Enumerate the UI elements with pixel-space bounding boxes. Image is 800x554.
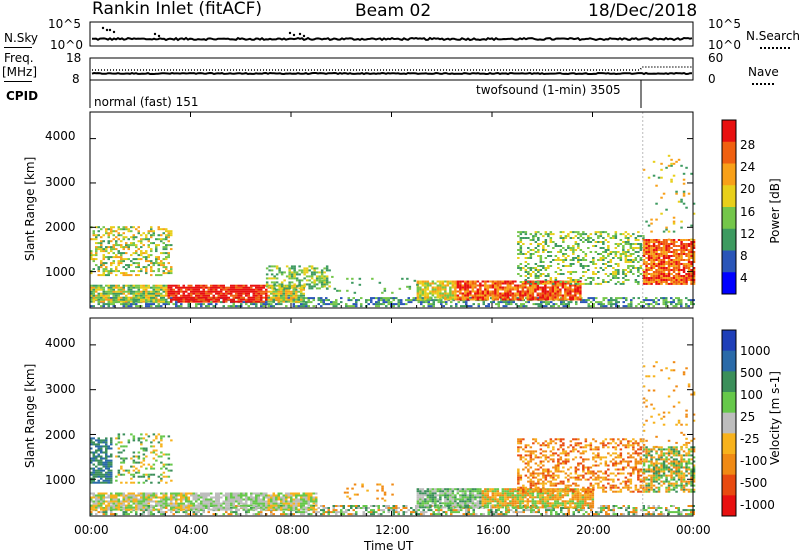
vel-cbar-tick-m500: -500: [740, 476, 768, 490]
velocity-colorbar-swatch: [722, 495, 736, 517]
nave-label: Nave: [748, 65, 779, 79]
date-label: 18/Dec/2018: [588, 1, 698, 21]
power-colorbar-swatch: [722, 120, 736, 143]
power-ytick-2000: 2000: [45, 220, 76, 234]
velocity-ytick-2000: 2000: [45, 428, 76, 442]
power-colorbar-swatch: [722, 250, 736, 273]
power-colorbar-swatch: [722, 272, 736, 295]
freq-label-2: [MHz]: [2, 65, 38, 79]
xtick-2: 08:00: [275, 523, 310, 537]
nave-tick-bottom: 0: [708, 72, 716, 86]
power-ytick-3000: 3000: [45, 175, 76, 189]
power-cbar-label: Power [dB]: [768, 178, 782, 244]
velocity-colorbar-swatch: [722, 474, 736, 496]
nave-dotted-key: [752, 83, 774, 85]
power-ytick-1000: 1000: [45, 265, 76, 279]
vel-cbar-label: Velocity [m s-1]: [768, 371, 782, 465]
velocity-ytick-1000: 1000: [45, 473, 76, 487]
cpid-mode-2: twofsound (1-min) 3505: [476, 83, 621, 97]
vel-cbar-tick-m100: -100: [740, 454, 768, 468]
nsky-tick-top: 10^5: [48, 17, 81, 31]
strip-lines: [91, 26, 693, 76]
power-colorbar: [721, 119, 737, 295]
nave-tick-top: 60: [708, 51, 724, 65]
power-cbar-tick-4: 4: [740, 271, 748, 285]
velocity-colorbar-swatch: [722, 454, 736, 476]
velocity-colorbar-swatch: [722, 371, 736, 393]
power-cbar-tick-12: 12: [740, 227, 756, 241]
power-heatmap: [90, 112, 696, 308]
nsky-tick-bottom: 10^0: [50, 38, 83, 52]
vel-cbar-tick-m25: -25: [740, 432, 760, 446]
freq-label-1: Freq.: [4, 51, 34, 65]
vel-cbar-tick-25: 25: [740, 410, 756, 424]
velocity-colorbar-swatch: [722, 433, 736, 455]
power-colorbar-swatch: [722, 185, 736, 208]
velocity-colorbar-swatch: [722, 330, 736, 352]
power-ylabel: Slant Range [km]: [23, 156, 37, 261]
xtick-3: 12:00: [375, 523, 410, 537]
xaxis-label: Time UT: [364, 539, 414, 553]
power-panel-frame: [89, 111, 694, 309]
vel-cbar-tick-500: 500: [740, 366, 763, 380]
beam-label: Beam 02: [355, 1, 432, 21]
power-ytick-4000: 4000: [45, 129, 76, 143]
power-cbar-tick-24: 24: [740, 160, 756, 174]
title: Rankin Inlet (fitACF): [92, 0, 263, 19]
power-colorbar-swatch: [722, 228, 736, 251]
cpid-mode-1: normal (fast) 151: [94, 95, 199, 109]
velocity-ylabel: Slant Range [km]: [23, 363, 37, 468]
nsky-strip-frame: [89, 21, 694, 47]
xtick-6: 00:00: [676, 523, 711, 537]
velocity-colorbar-swatch: [722, 350, 736, 372]
velocity-heatmap: [90, 318, 696, 516]
vel-cbar-tick-1000: 1000: [740, 344, 771, 358]
xtick-0: 00:00: [74, 523, 109, 537]
vel-cbar-tick-m1000: -1000: [740, 498, 775, 512]
nsky-label: N.Sky: [4, 31, 39, 45]
freq-underline: [4, 81, 32, 82]
nsearch-label: N.Search: [746, 29, 800, 43]
power-colorbar-swatch: [722, 207, 736, 230]
nsky-underline: [4, 47, 32, 48]
velocity-colorbar-swatch: [722, 392, 736, 414]
axis-ticks: [89, 112, 694, 516]
nsearch-tick-bottom: 10^0: [708, 38, 741, 52]
freq-strip-frame: [89, 57, 694, 81]
power-cbar-tick-28: 28: [740, 138, 756, 152]
power-cbar-tick-16: 16: [740, 205, 756, 219]
vel-cbar-tick-100: 100: [740, 388, 763, 402]
velocity-colorbar: [721, 329, 737, 517]
velocity-ytick-3000: 3000: [45, 382, 76, 396]
power-cbar-tick-8: 8: [740, 249, 748, 263]
xtick-1: 04:00: [174, 523, 209, 537]
power-cbar-tick-20: 20: [740, 182, 756, 196]
xtick-4: 16:00: [476, 523, 511, 537]
nsearch-dotted-key: [760, 47, 790, 49]
velocity-ytick-4000: 4000: [45, 336, 76, 350]
xtick-5: 20:00: [576, 523, 611, 537]
nsearch-tick-top: 10^5: [708, 17, 741, 31]
power-colorbar-swatch: [722, 141, 736, 164]
velocity-colorbar-swatch: [722, 412, 736, 434]
freq-tick-top: 18: [66, 51, 82, 65]
freq-tick-bottom: 8: [72, 72, 80, 86]
power-colorbar-swatch: [722, 163, 736, 186]
cpid-label: CPID: [6, 89, 39, 103]
